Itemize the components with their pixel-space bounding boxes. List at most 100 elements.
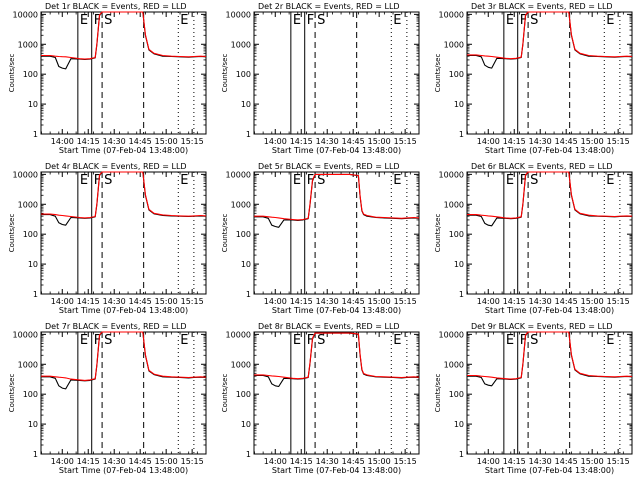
marker-letter: E [180,333,188,348]
y-tick-label: 100 [236,390,251,399]
x-tick-label: 14:45 [129,297,152,306]
marker-letter: F [94,173,101,188]
y-tick-label: 10000 [226,10,251,19]
marker-letter: E [393,333,401,348]
plot-frame [40,11,207,135]
x-tick-label: 15:15 [394,137,417,146]
y-tick-label: 10000 [439,10,464,19]
y-tick-label: 1000 [18,200,38,209]
x-tick-label: 14:30 [316,457,339,466]
x-tick-label: 15:00 [155,297,178,306]
x-tick-label: 14:15 [290,457,313,466]
series-line-lld [467,11,633,60]
marker-letter: E [506,13,514,28]
x-tick-label: 15:00 [581,137,604,146]
marker-letter: F [94,13,101,28]
x-tick-label: 14:00 [264,137,287,146]
y-tick-label: 100 [23,390,38,399]
marker-letter: F [520,13,527,28]
x-tick-label: 15:15 [394,297,417,306]
y-tick-label: 1 [459,130,464,139]
y-tick-label: 10 [28,260,38,269]
y-tick-label: 100 [236,230,251,239]
x-tick-label: 14:30 [529,297,552,306]
marker-letter: F [307,173,314,188]
x-tick-label: 15:00 [581,457,604,466]
x-tick-label: 15:15 [181,137,204,146]
x-axis-label: Start Time (07-Feb-04 13:48:00) [59,146,188,155]
x-tick-label: 14:00 [51,297,74,306]
marker-letter: E [393,13,401,28]
x-tick-label: 14:15 [77,137,100,146]
series-line-lld [467,331,633,380]
x-tick-label: 14:30 [316,137,339,146]
y-tick-label: 1000 [444,40,464,49]
x-tick-label: 14:15 [503,457,526,466]
panel-title: Det 3r BLACK = Events, RED = LLD [471,2,613,11]
y-tick-label: 1 [246,450,251,459]
x-axis-label: Start Time (07-Feb-04 13:48:00) [485,466,614,475]
plot-frame [466,11,633,135]
series-line-lld [254,173,420,221]
marker-letter: S [317,13,325,28]
marker-letter: E [293,173,301,188]
y-tick-label: 1000 [231,360,251,369]
marker-letter: E [393,173,401,188]
detector-panel: Det 4r BLACK = Events, RED = LLD 1 10 100 10… [8,162,207,315]
marker-letter: S [317,173,325,188]
y-tick-label: 1 [459,290,464,299]
x-axis-label: Start Time (07-Feb-04 13:48:00) [485,306,614,315]
series-line-lld [41,331,207,381]
y-tick-label: 10 [241,100,251,109]
y-tick-label: 10 [454,100,464,109]
y-tick-label: 1 [33,450,38,459]
y-axis-label: Counts/sec [434,214,442,253]
x-tick-label: 15:15 [607,297,630,306]
y-tick-label: 10 [241,420,251,429]
x-tick-label: 14:00 [477,137,500,146]
marker-letter: E [293,13,301,28]
x-tick-label: 14:45 [555,457,578,466]
y-tick-label: 10 [454,260,464,269]
x-tick-label: 14:15 [503,297,526,306]
detector-panel: Det 6r BLACK = Events, RED = LLD 1 10 100 10… [434,162,633,315]
detector-panel: Det 8r BLACK = Events, RED = LLD 1 10 100 10… [221,322,420,475]
panel-title: Det 4r BLACK = Events, RED = LLD [45,162,187,171]
panel-title: Det 5r BLACK = Events, RED = LLD [258,162,400,171]
x-tick-label: 14:45 [342,137,365,146]
y-tick-label: 1000 [231,40,251,49]
x-tick-label: 15:00 [368,457,391,466]
y-axis-label: Counts/sec [221,54,229,93]
y-tick-label: 10 [28,100,38,109]
y-tick-label: 100 [23,70,38,79]
x-tick-label: 14:45 [129,457,152,466]
marker-letter: E [180,13,188,28]
plot-frame [466,171,633,295]
marker-letter: S [104,173,112,188]
marker-letter: E [606,333,614,348]
marker-letter: E [180,173,188,188]
marker-letter: E [293,333,301,348]
y-tick-label: 1 [459,450,464,459]
x-axis-label: Start Time (07-Feb-04 13:48:00) [59,466,188,475]
y-tick-label: 1000 [444,200,464,209]
plot-frame [40,331,207,455]
y-tick-label: 10 [28,420,38,429]
marker-letter: S [104,333,112,348]
plot-frame [253,171,420,295]
x-tick-label: 14:45 [342,457,365,466]
marker-letter: S [317,333,325,348]
y-tick-label: 1 [246,130,251,139]
plot-frame [253,331,420,455]
y-tick-label: 1 [246,290,251,299]
x-tick-label: 14:00 [477,297,500,306]
detector-panel: Det 9r BLACK = Events, RED = LLD 1 10 100 10… [434,322,633,475]
panel-title: Det 2r BLACK = Events, RED = LLD [258,2,400,11]
marker-letter: S [530,173,538,188]
y-axis-label: Counts/sec [8,374,16,413]
marker-letter: E [80,333,88,348]
x-axis-label: Start Time (07-Feb-04 13:48:00) [272,306,401,315]
x-axis-label: Start Time (07-Feb-04 13:48:00) [272,146,401,155]
panel-title: Det 1r BLACK = Events, RED = LLD [45,2,187,11]
marker-letter: E [80,13,88,28]
